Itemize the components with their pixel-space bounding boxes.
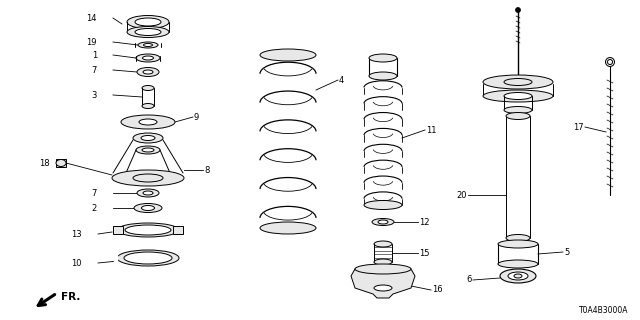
Ellipse shape (483, 75, 553, 89)
Ellipse shape (124, 252, 172, 264)
Ellipse shape (142, 148, 154, 152)
Text: 18: 18 (40, 158, 50, 167)
Text: 2: 2 (92, 204, 97, 212)
Ellipse shape (372, 219, 394, 226)
Ellipse shape (137, 189, 159, 197)
Text: 19: 19 (86, 37, 97, 46)
Ellipse shape (127, 27, 169, 37)
Ellipse shape (117, 223, 179, 237)
Ellipse shape (506, 235, 530, 242)
Text: 4: 4 (339, 76, 344, 84)
Ellipse shape (500, 269, 536, 283)
Bar (113, 226, 123, 234)
Polygon shape (114, 255, 117, 261)
Text: 17: 17 (573, 123, 584, 132)
Ellipse shape (504, 107, 532, 114)
Ellipse shape (138, 42, 158, 48)
Ellipse shape (364, 201, 402, 210)
Text: 15: 15 (419, 249, 429, 258)
Ellipse shape (374, 259, 392, 265)
Ellipse shape (498, 240, 538, 248)
Ellipse shape (483, 90, 553, 102)
Ellipse shape (135, 18, 161, 26)
Ellipse shape (143, 56, 154, 60)
Ellipse shape (141, 205, 154, 211)
Ellipse shape (135, 28, 161, 36)
Ellipse shape (514, 274, 522, 278)
Text: FR.: FR. (61, 292, 81, 302)
Ellipse shape (504, 92, 532, 100)
Ellipse shape (142, 85, 154, 91)
Ellipse shape (117, 250, 179, 266)
Ellipse shape (260, 49, 316, 61)
Text: 7: 7 (92, 66, 97, 75)
Polygon shape (351, 269, 415, 298)
Ellipse shape (134, 204, 162, 212)
Ellipse shape (374, 285, 392, 291)
Ellipse shape (137, 68, 159, 76)
Ellipse shape (125, 225, 171, 235)
Text: 5: 5 (564, 247, 569, 257)
Text: 20: 20 (456, 190, 467, 199)
Text: 1: 1 (92, 51, 97, 60)
Text: 16: 16 (432, 285, 443, 294)
Ellipse shape (133, 133, 163, 143)
Text: 11: 11 (426, 125, 436, 134)
Ellipse shape (369, 54, 397, 62)
Ellipse shape (112, 170, 184, 186)
Text: 8: 8 (204, 165, 209, 174)
Ellipse shape (508, 272, 528, 280)
Ellipse shape (607, 60, 612, 65)
Ellipse shape (498, 260, 538, 268)
Text: 9: 9 (194, 113, 199, 122)
Ellipse shape (143, 191, 153, 195)
Ellipse shape (133, 174, 163, 182)
Ellipse shape (141, 135, 155, 140)
Text: 3: 3 (92, 91, 97, 100)
Ellipse shape (374, 241, 392, 247)
Text: 6: 6 (467, 276, 472, 284)
Ellipse shape (143, 70, 153, 74)
Ellipse shape (121, 115, 175, 129)
Text: 7: 7 (92, 188, 97, 197)
Ellipse shape (504, 78, 532, 85)
Bar (173, 226, 183, 234)
Ellipse shape (369, 72, 397, 80)
Ellipse shape (143, 44, 152, 46)
Ellipse shape (136, 146, 160, 154)
Ellipse shape (515, 7, 520, 12)
Ellipse shape (142, 103, 154, 108)
Text: 10: 10 (72, 259, 82, 268)
Ellipse shape (355, 264, 411, 274)
Ellipse shape (56, 159, 66, 166)
Ellipse shape (506, 113, 530, 119)
Text: 14: 14 (86, 13, 97, 22)
Ellipse shape (127, 15, 169, 28)
Ellipse shape (139, 119, 157, 125)
Ellipse shape (136, 54, 160, 62)
Bar (56, 159, 66, 167)
Text: T0A4B3000A: T0A4B3000A (579, 306, 628, 315)
Ellipse shape (378, 220, 388, 224)
Ellipse shape (260, 222, 316, 234)
Ellipse shape (605, 58, 614, 67)
Text: 12: 12 (419, 218, 429, 227)
Text: 13: 13 (72, 229, 82, 238)
